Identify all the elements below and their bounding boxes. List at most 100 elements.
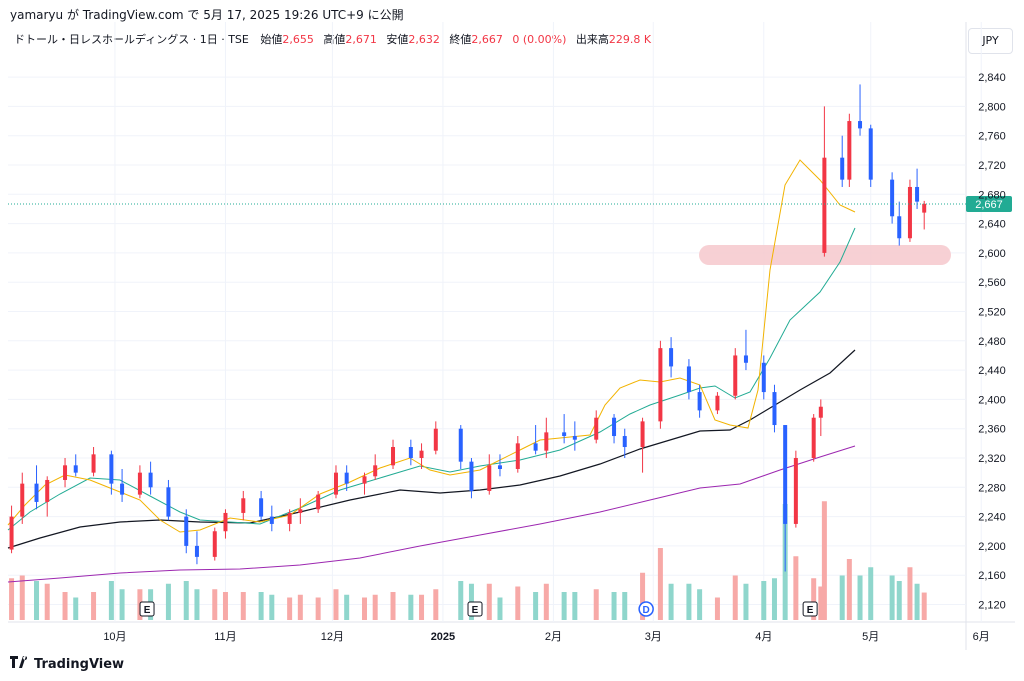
earnings-marker — [467, 601, 483, 617]
ohlc-legend: ドトール・日レスホールディングス · 1日 · TSE 始値2,655 高値2,… — [14, 31, 657, 47]
volume-bar — [732, 575, 738, 620]
volume-bar — [222, 592, 228, 620]
candle-body — [562, 432, 567, 437]
candle-body — [594, 417, 599, 440]
ma-fast-line — [7, 159, 856, 533]
earnings-marker — [802, 601, 818, 617]
volume-bar — [240, 592, 246, 620]
last-price-tag — [966, 196, 1012, 212]
volume-bar — [165, 583, 171, 620]
volume-bar — [344, 594, 350, 620]
volume-bar — [419, 594, 425, 620]
volume-bar — [697, 589, 703, 620]
support-zone-highlight — [699, 245, 951, 265]
y-tick-label: 2,680 — [978, 189, 1006, 201]
volume-bar — [793, 556, 799, 620]
close-value: 2,667 — [471, 33, 503, 46]
candle-body — [818, 406, 823, 418]
volume-bar — [19, 575, 25, 620]
x-tick-label: 6月 — [973, 631, 990, 643]
volume-bar — [183, 581, 189, 620]
candle-body — [858, 121, 863, 129]
candle-body — [772, 392, 777, 426]
event-marker-label: E — [472, 605, 479, 616]
candle-body — [391, 447, 396, 466]
volume-bar — [921, 592, 927, 620]
volume-bar — [362, 597, 367, 620]
event-marker-label: D — [643, 605, 650, 616]
candle-body — [715, 395, 720, 411]
volume-value: 229.8 K — [608, 33, 652, 46]
volume-bar — [846, 559, 852, 620]
open-label: 始値 — [260, 33, 283, 46]
volume-bar — [533, 592, 539, 620]
event-marker-label: E — [144, 605, 151, 616]
candle-body — [269, 516, 274, 524]
volume-bar — [119, 589, 125, 620]
volume-bar — [315, 597, 321, 620]
candle-body — [184, 516, 189, 546]
candle-body — [408, 447, 413, 458]
candle-body — [544, 432, 549, 451]
candle-body — [840, 157, 845, 180]
volume-bar — [194, 589, 200, 620]
candles — [9, 84, 927, 572]
volume-bar — [686, 583, 692, 620]
volume-bar — [811, 578, 817, 620]
volume-bar — [821, 501, 827, 620]
volume-bar — [287, 597, 293, 620]
candle-body — [890, 179, 895, 217]
candle-body — [915, 186, 920, 202]
volume-bar — [408, 594, 414, 620]
volume-bar — [839, 575, 845, 620]
volume-bar — [611, 592, 617, 620]
time-axis: 10月 11月 12月 2025 2月 3月 4月 5月 6月 — [103, 631, 989, 643]
candle-body — [697, 392, 702, 411]
symbol-label[interactable]: ドトール・日レスホールディングス · 1日 · TSE — [14, 33, 249, 46]
candle-body — [458, 428, 463, 462]
y-tick-label: 2,600 — [978, 248, 1006, 260]
volume-bar — [868, 567, 874, 620]
volume-bar — [593, 589, 599, 620]
y-tick-label: 2,120 — [978, 600, 1006, 612]
candle-body — [515, 443, 520, 469]
y-tick-label: 2,200 — [978, 541, 1006, 553]
candle-body — [686, 366, 691, 393]
volume-bar — [743, 583, 749, 620]
candle-body — [45, 479, 50, 502]
candle-body — [612, 417, 617, 437]
volume-bar — [622, 592, 628, 620]
candle-body — [137, 472, 142, 495]
y-tick-label: 2,480 — [978, 336, 1006, 348]
candle-body — [761, 362, 766, 393]
volume-bar — [907, 567, 913, 620]
volume-bar — [914, 583, 920, 620]
volume-bar — [108, 581, 114, 620]
y-tick-label: 2,800 — [978, 101, 1006, 113]
y-tick-label: 2,640 — [978, 219, 1006, 231]
volume-bar — [543, 583, 549, 620]
candle-body — [223, 512, 228, 532]
candle-body — [109, 454, 114, 484]
volume-bar — [62, 592, 68, 620]
candle-body — [793, 458, 798, 524]
high-label: 高値 — [323, 33, 346, 46]
candle-body — [733, 355, 738, 396]
change-value: 0 (0.00%) — [512, 33, 567, 46]
volume-bar — [497, 597, 503, 620]
last-price-tag-text: 2,667 — [975, 199, 1003, 211]
candle-body — [487, 465, 492, 491]
candle-body — [373, 465, 378, 477]
volume-bar — [44, 583, 50, 620]
volume-bar — [9, 578, 15, 620]
brand[interactable]: TradingView — [10, 656, 124, 672]
currency-button[interactable]: JPY — [968, 28, 1013, 54]
ma-slow-line — [7, 349, 856, 549]
price-axis: 2,120 2,160 2,200 2,240 2,280 2,320 2,360 2,400… — [978, 72, 1006, 611]
candle-body — [822, 157, 827, 253]
volume-bar — [515, 586, 521, 620]
y-tick-label: 2,520 — [978, 307, 1006, 319]
candle-body — [497, 465, 502, 469]
candle-body — [868, 128, 873, 180]
